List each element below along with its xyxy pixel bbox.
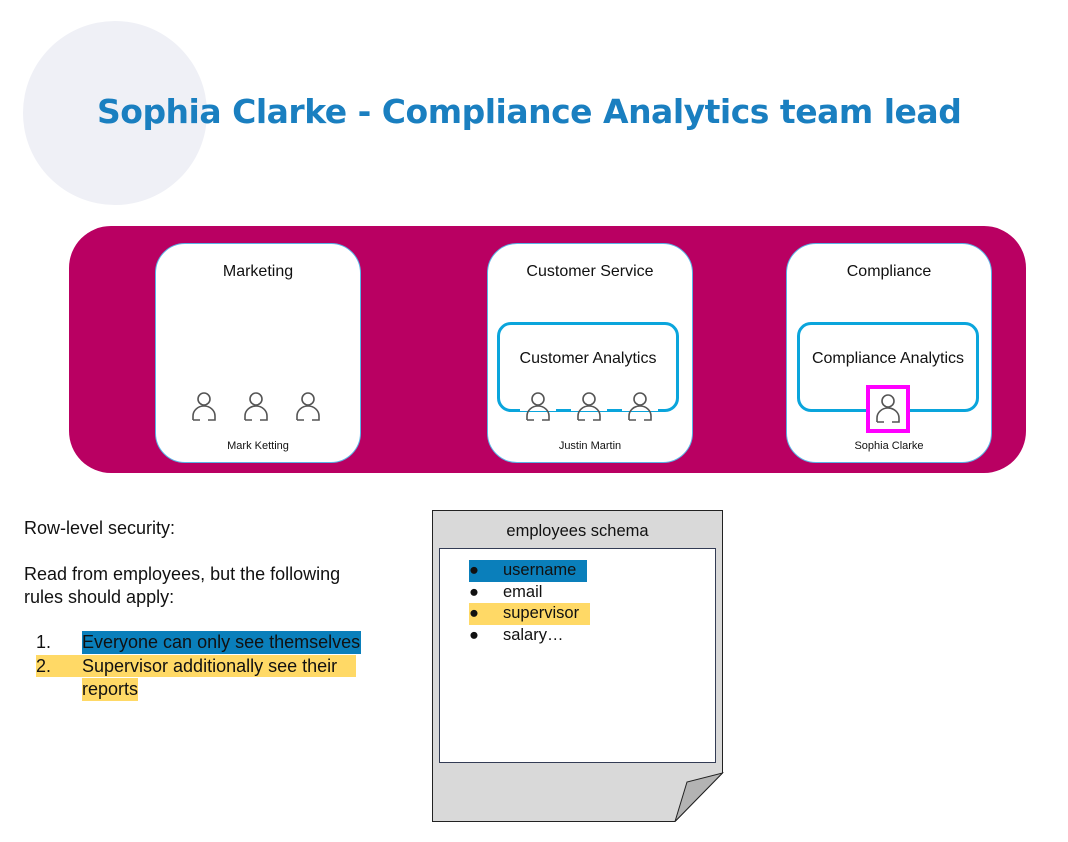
department-lead: Justin Martin [558, 440, 622, 452]
rule-1-text: Everyone can only see themselves [82, 631, 362, 654]
person-icon [628, 392, 652, 421]
schema-field-list: ● username ● email ● supervisor ● salary… [469, 560, 590, 647]
schema-field-salary: ● salary… [469, 626, 564, 645]
bullet-icon: ● [469, 561, 479, 579]
team-label: Compliance Analytics [811, 350, 965, 367]
team-customer-analytics: Customer Analytics [497, 322, 679, 412]
person-icon [192, 392, 216, 421]
bullet-icon: ● [469, 604, 479, 623]
department-title: Customer Service [526, 263, 654, 280]
department-title: Marketing [222, 263, 294, 280]
schema-document [432, 510, 724, 822]
department-marketing: Marketing Mark Ketting [155, 243, 361, 463]
person-icon [577, 392, 601, 421]
rule-2-highlight [36, 655, 356, 677]
bullet-icon: ● [469, 626, 479, 645]
rls-heading: Row-level security: [24, 518, 176, 538]
person-icon [526, 392, 550, 421]
schema-field-email: ● email [469, 582, 543, 601]
department-title: Compliance [846, 263, 932, 280]
schema-field-supervisor: ● supervisor [469, 603, 590, 626]
border-gap [520, 403, 556, 411]
selected-user-highlight [866, 385, 910, 433]
rls-intro: rules should apply: [24, 587, 175, 607]
bullet-icon: ● [469, 582, 479, 601]
page-title: Sophia Clarke - Compliance Analytics tea… [97, 92, 962, 131]
department-lead: Sophia Clarke [854, 440, 924, 452]
team-label: Customer Analytics [519, 350, 657, 367]
rls-intro: Read from employees, but the following [24, 564, 341, 584]
border-gap [622, 403, 658, 411]
rule-2-text: Supervisor additionally see their [82, 656, 338, 676]
person-icon [296, 392, 320, 421]
rule-1-number: 1. [36, 632, 52, 652]
rule-2-number: 2. [36, 656, 52, 676]
schema-title: employees schema [506, 522, 649, 540]
schema-field-username: ● username [469, 560, 587, 582]
department-lead: Mark Ketting [227, 440, 289, 452]
decorative-circle [23, 21, 207, 205]
person-icon [244, 392, 268, 421]
rule-2-text: reports [82, 678, 139, 701]
border-gap [571, 403, 607, 411]
